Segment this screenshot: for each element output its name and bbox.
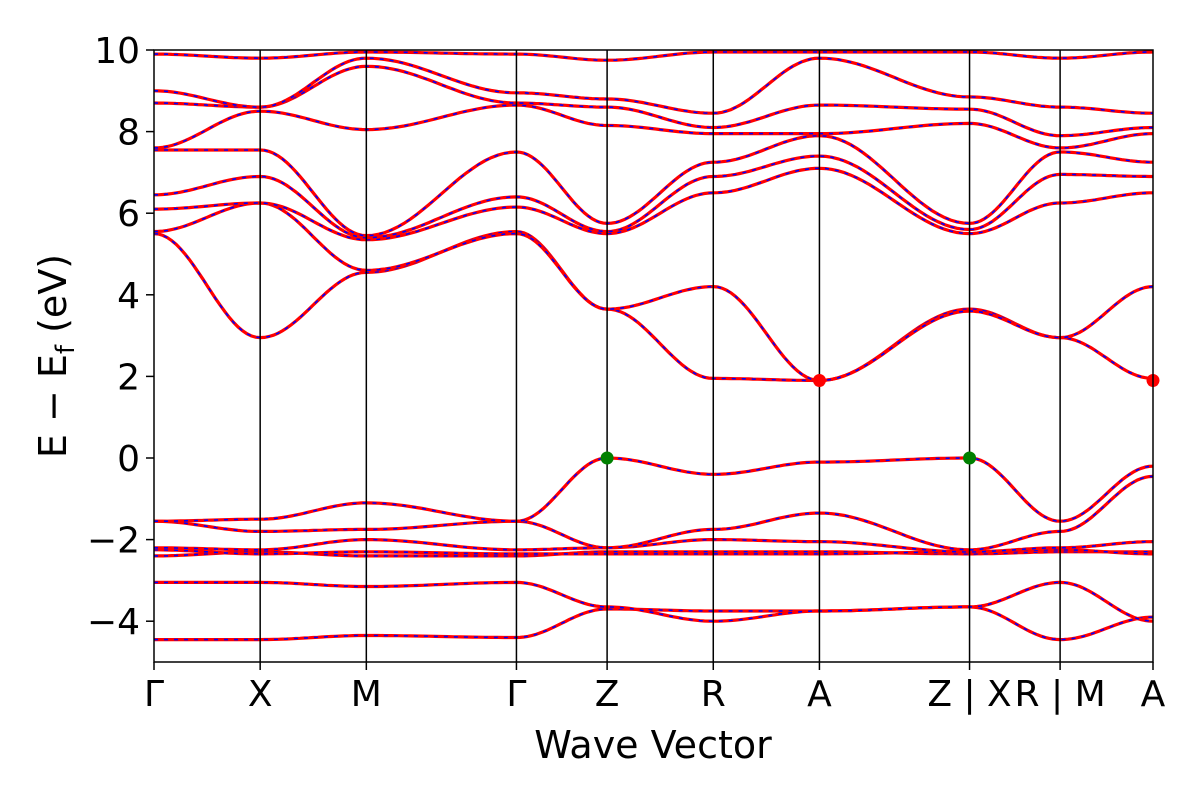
marker-cbm-2 (812, 373, 826, 387)
band-dash-4 (154, 538, 1154, 553)
y-axis-ticks: −4 −2 0 2 4 6 8 10 (87, 31, 154, 643)
x-tick-label-3: Γ (506, 674, 526, 715)
y-axis-label-tail: (eV) (31, 254, 75, 345)
band-line-14 (153, 56, 1153, 115)
x-tick-label-1: X (248, 674, 273, 715)
band-dash-2 (154, 550, 1153, 557)
band-dash-6 (154, 457, 1154, 523)
band-line-6 (154, 456, 1154, 523)
plot-frame (153, 49, 1154, 663)
x-tick-label-0: Γ (144, 674, 164, 715)
y-tick-label-0: −4 (87, 602, 140, 643)
band-line-8 (153, 201, 1154, 383)
y-axis-label: E − Ef (eV) (31, 254, 81, 458)
band-dash-13 (153, 65, 1154, 137)
y-tick-label-3: 2 (117, 357, 140, 398)
band-dash-8 (153, 202, 1154, 382)
y-axis-label-main: E − E (31, 354, 75, 458)
band-line-11 (154, 134, 1153, 238)
band-dash-0 (154, 606, 1154, 641)
x-tick-label-4: Z (595, 674, 620, 715)
marker-vbm-1 (963, 451, 977, 465)
x-tick-label-8: R | M (1015, 674, 1106, 715)
y-tick-label-1: −2 (87, 521, 140, 562)
band-dash-5 (153, 475, 1154, 551)
y-tick-label-2: 0 (117, 439, 140, 480)
x-tick-label-9: A (1141, 674, 1166, 715)
band-dash-10 (154, 155, 1153, 239)
band-dash-14 (153, 57, 1153, 114)
band-line-7 (153, 229, 1154, 383)
band-edge-markers (600, 373, 1160, 465)
x-axis-label: Wave Vector (534, 723, 772, 767)
x-tick-label-6: A (807, 674, 832, 715)
bands-layer (153, 50, 1154, 642)
marker-vbm-0 (600, 451, 614, 465)
y-tick-label-6: 8 (117, 113, 140, 154)
x-tick-label-5: R (701, 674, 726, 715)
y-tick-label-7: 10 (94, 31, 140, 72)
band-dash-1 (154, 581, 1154, 622)
x-tick-label-7: Z | X (927, 674, 1011, 715)
band-dash-11 (154, 134, 1153, 237)
y-tick-label-4: 4 (117, 276, 140, 317)
high-symmetry-lines (259, 50, 1061, 662)
band-dash-9 (154, 167, 1153, 241)
band-dash-12 (153, 104, 1154, 149)
band-dash-7 (153, 230, 1154, 382)
y-tick-label-5: 6 (117, 194, 140, 235)
band-line-12 (153, 103, 1154, 150)
x-tick-label-2: M (351, 674, 382, 715)
y-axis-label-sub: f (51, 344, 81, 354)
band-dash-15 (154, 51, 1154, 61)
